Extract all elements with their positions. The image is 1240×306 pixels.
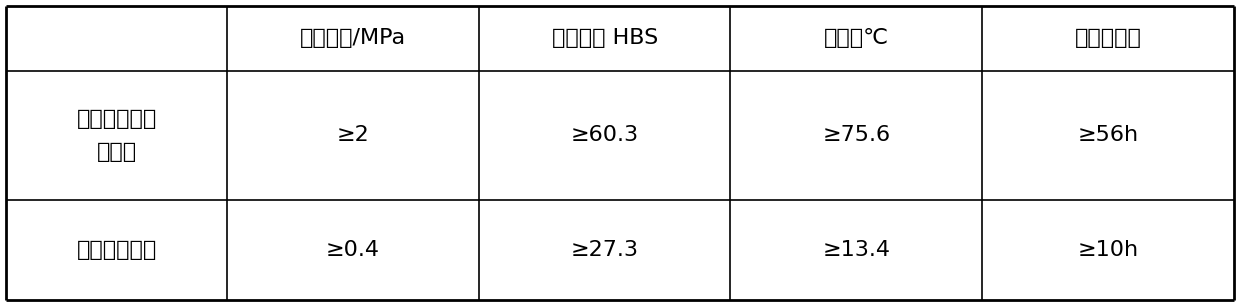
Text: ≥60.3: ≥60.3 bbox=[570, 125, 639, 145]
Text: 肖氏硬度 HBS: 肖氏硬度 HBS bbox=[552, 28, 657, 48]
Text: ≥56h: ≥56h bbox=[1078, 125, 1138, 145]
Text: ≥2: ≥2 bbox=[336, 125, 370, 145]
Text: ≥13.4: ≥13.4 bbox=[822, 240, 890, 260]
Text: 本发明超细复
合粉末: 本发明超细复 合粉末 bbox=[77, 109, 156, 162]
Text: 耐高温℃: 耐高温℃ bbox=[823, 28, 889, 48]
Text: ≥10h: ≥10h bbox=[1078, 240, 1138, 260]
Text: ≥0.4: ≥0.4 bbox=[326, 240, 379, 260]
Text: 盐雾耔腕蚀: 盐雾耔腕蚀 bbox=[1075, 28, 1141, 48]
Text: ≥75.6: ≥75.6 bbox=[822, 125, 890, 145]
Text: 超细单一粉末: 超细单一粉末 bbox=[77, 240, 156, 260]
Text: 抗压强度/MPa: 抗压强度/MPa bbox=[300, 28, 405, 48]
Text: ≥27.3: ≥27.3 bbox=[570, 240, 639, 260]
